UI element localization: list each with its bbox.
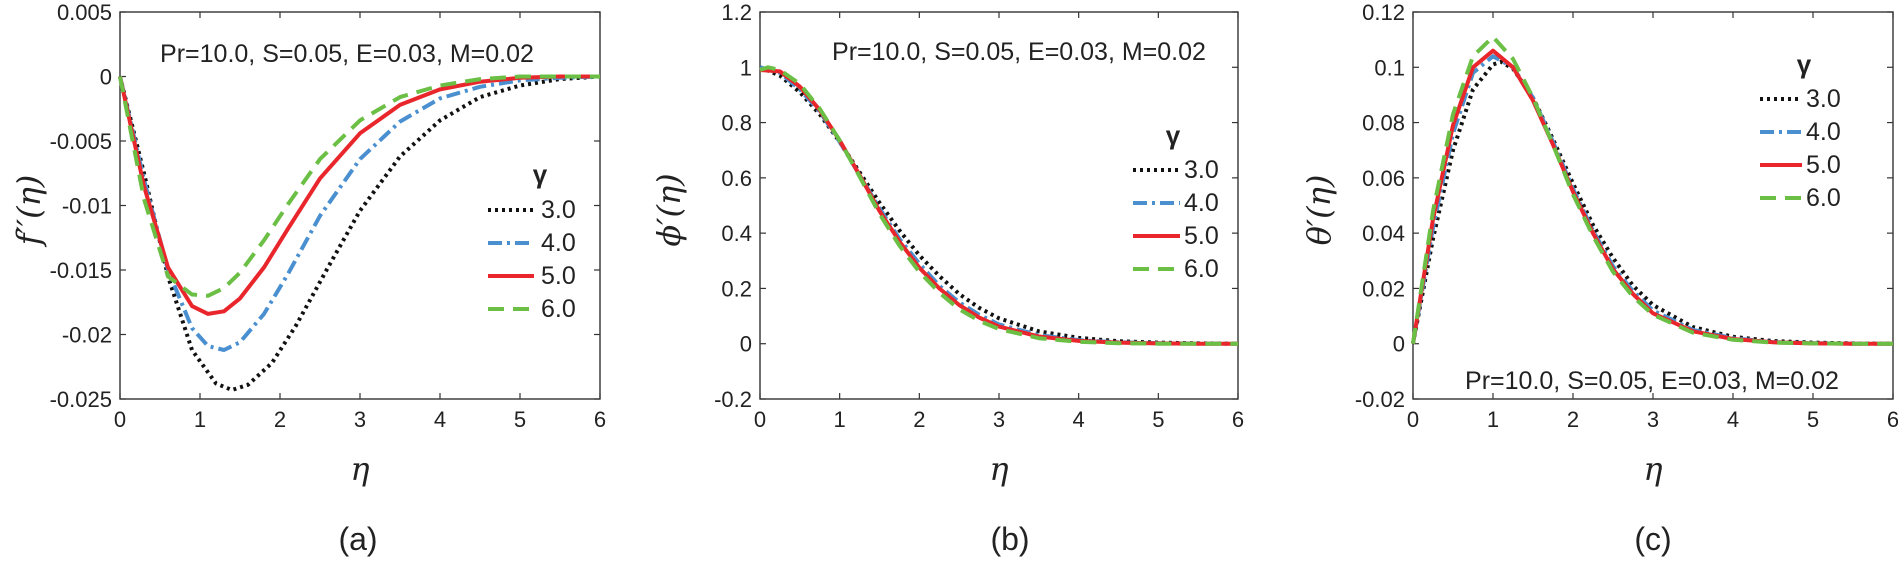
parameter-annotation: Pr=10.0, S=0.05, E=0.03, M=0.02 [1465, 367, 1839, 395]
panel-label: (a) [338, 521, 377, 557]
axes-box [119, 11, 601, 400]
x-tick-label: 0 [754, 407, 766, 432]
legend-title: γ [1166, 120, 1181, 150]
x-tick-label: 5 [1807, 407, 1819, 432]
y-tick-label: 0.1 [1374, 55, 1405, 80]
series-line-5.0 [1411, 48, 1893, 346]
y-axis-label: θ′(η) [1300, 175, 1338, 246]
parameter-annotation: Pr=10.0, S=0.05, E=0.03, M=0.02 [832, 38, 1206, 66]
legend-label: 5.0 [1806, 151, 1841, 179]
parameter-annotation: Pr=10.0, S=0.05, E=0.03, M=0.02 [160, 40, 534, 68]
x-tick-label: 1 [834, 407, 846, 432]
y-tick-label: 0.12 [1362, 0, 1405, 25]
x-tick-label: 3 [1647, 407, 1659, 432]
series-line-3.0 [118, 74, 601, 392]
panel-label: (c) [1634, 521, 1671, 557]
y-tick-label: 0 [1393, 332, 1405, 357]
y-tick-label: -0.2 [714, 387, 752, 412]
legend-title: γ [533, 159, 548, 189]
x-tick-label: 4 [434, 407, 446, 432]
x-tick-label: 5 [1152, 407, 1164, 432]
y-tick-label: 0 [740, 332, 752, 357]
x-tick-label: 1 [194, 407, 206, 432]
series-line-5.0 [118, 74, 600, 316]
x-tick-label: 6 [1887, 407, 1898, 432]
legend-label: 3.0 [1184, 156, 1219, 184]
legend-label: 6.0 [1184, 255, 1219, 283]
legend-label: 3.0 [541, 196, 576, 224]
y-tick-label: 0.06 [1362, 166, 1405, 191]
x-tick-label: 3 [993, 407, 1005, 432]
panel-c: 0 1 2 3 4 5 60.120.10.080.060.040.020-0.02Pr=1… [1300, 0, 1898, 557]
y-tick-label: -0.005 [50, 129, 112, 154]
y-tick-label: 0.8 [721, 111, 752, 136]
x-axis-label: η [989, 450, 1008, 488]
y-tick-label: 1 [740, 55, 752, 80]
y-tick-label: -0.02 [62, 323, 112, 348]
panel-label: (b) [990, 521, 1029, 557]
series-line-4.0 [759, 65, 1239, 346]
y-tick-label: -0.01 [62, 194, 112, 219]
panel-b: 0 1 2 3 4 5 61.210.80.60.40.20-0.2Pr=10.0, S=0… [650, 0, 1244, 557]
y-axis-label: ϕ′(η) [650, 173, 688, 246]
y-tick-label: 0.4 [721, 221, 752, 246]
axes-box [759, 11, 1239, 400]
legend-label: 6.0 [541, 295, 576, 323]
y-tick-label: 0.04 [1362, 221, 1405, 246]
legend-label: 4.0 [541, 229, 576, 257]
y-axis-label: f′′(η) [10, 175, 48, 248]
series-line-6.0 [759, 65, 1238, 346]
series-line-6.0 [118, 74, 600, 298]
legend-label: 5.0 [1184, 222, 1219, 250]
y-tick-label: 0.08 [1362, 111, 1405, 136]
y-tick-label: -0.015 [50, 258, 112, 283]
x-tick-label: 2 [274, 407, 286, 432]
x-axis-label: η [1643, 450, 1662, 488]
y-tick-label: -0.025 [50, 387, 112, 412]
legend-label: 3.0 [1806, 85, 1841, 113]
y-tick-label: 0 [100, 65, 112, 90]
legend-title: γ [1797, 49, 1812, 79]
x-tick-label: 4 [1727, 407, 1739, 432]
y-tick-label: 0.005 [57, 0, 112, 25]
legend-label: 4.0 [1184, 189, 1219, 217]
y-tick-label: 0.2 [721, 276, 752, 301]
y-tick-label: 0.02 [1362, 276, 1405, 301]
x-axis-label: η [350, 450, 369, 488]
x-tick-label: 2 [913, 407, 925, 432]
y-tick-label: 0.6 [721, 166, 752, 191]
y-tick-label: -0.02 [1355, 387, 1405, 412]
legend-label: 5.0 [541, 262, 576, 290]
panel-a: 0 1 2 3 4 5 6 0.005 0 -0.005 -0.01 -0.015 -0.02 -0.02… [10, 0, 606, 557]
legend-label: 4.0 [1806, 118, 1841, 146]
x-tick-label: 2 [1567, 407, 1579, 432]
series-line-3.0 [759, 65, 1239, 346]
y-tick-label: 1.2 [721, 0, 752, 25]
series-line-4.0 [118, 74, 601, 352]
series-line-5.0 [759, 68, 1238, 346]
x-tick-label: 6 [594, 407, 606, 432]
x-tick-label: 5 [514, 407, 526, 432]
x-tick-label: 1 [1487, 407, 1499, 432]
x-tick-label: 3 [354, 407, 366, 432]
x-tick-label: 4 [1073, 407, 1085, 432]
legend-label: 6.0 [1806, 184, 1841, 212]
x-tick-label: 0 [1407, 407, 1419, 432]
series-line-3.0 [1411, 59, 1894, 346]
x-tick-label: 0 [114, 407, 126, 432]
x-tick-label: 6 [1232, 407, 1244, 432]
